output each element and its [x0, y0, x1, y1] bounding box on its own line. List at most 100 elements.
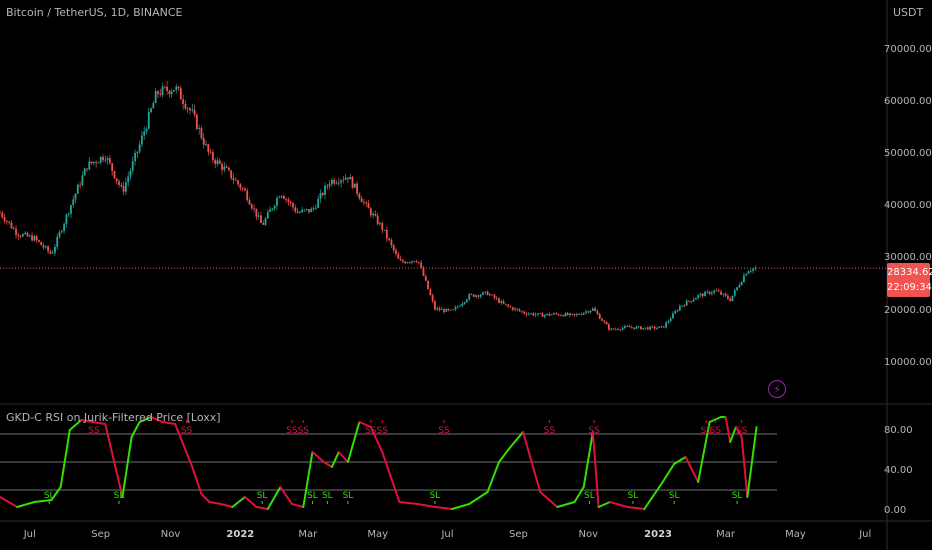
rsi-line-segment: [68, 419, 83, 431]
candle-body: [624, 326, 626, 328]
candle-body: [642, 328, 645, 330]
candle-body: [19, 236, 22, 237]
candle-body: [335, 182, 338, 184]
candle-body: [401, 260, 404, 262]
candle-body: [250, 204, 253, 209]
rsi-line-segment: [643, 481, 664, 510]
candle-body: [523, 311, 526, 314]
candle-body: [369, 208, 372, 216]
signal-tick: [311, 501, 313, 504]
candle-body: [232, 178, 235, 181]
candle-body: [694, 298, 697, 300]
candle-body: [31, 235, 33, 241]
candle-body: [35, 236, 38, 241]
time-tick-label: Jul: [859, 529, 872, 540]
candle-body: [708, 291, 711, 294]
candle-body: [372, 213, 375, 216]
candle-body: [157, 91, 159, 94]
candle-body: [736, 287, 738, 291]
candle-body: [264, 218, 267, 225]
candle-body: [351, 176, 354, 188]
candle-body: [635, 326, 638, 329]
candle-body: [518, 309, 521, 312]
candle-body: [308, 209, 310, 213]
lightning-bolt-icon[interactable]: ⚡: [768, 380, 786, 398]
candle-body: [390, 240, 393, 246]
candle-body: [468, 294, 471, 300]
signal-short-label: SS: [377, 426, 389, 436]
candle-body: [280, 195, 283, 198]
candle-body: [83, 168, 86, 176]
candle-body: [58, 232, 61, 237]
rsi-line-segment: [150, 416, 164, 423]
candle-body: [244, 188, 246, 191]
candle-body: [516, 308, 519, 310]
candle-body: [678, 306, 681, 311]
candle-body: [97, 162, 100, 164]
candle-body: [54, 246, 56, 253]
candle-body: [413, 261, 416, 262]
candle-body: [532, 313, 535, 316]
candle-body: [633, 327, 635, 329]
candle-body: [120, 184, 123, 187]
candle-body: [360, 198, 363, 203]
candle-body: [461, 303, 464, 306]
candle-body: [99, 156, 102, 163]
signal-short-label: SS: [544, 426, 556, 436]
candle-body: [56, 236, 59, 247]
candle-body: [74, 193, 77, 200]
indicator-title[interactable]: GKD-C RSI on Jurik-Filtered Price [Loxx]: [6, 411, 221, 424]
candle-body: [715, 290, 718, 292]
candle-body: [626, 326, 629, 327]
candle-body: [427, 280, 429, 290]
candle-body: [399, 258, 402, 261]
rsi-line-segment: [468, 491, 489, 505]
candle-body: [621, 327, 624, 330]
time-tick-label: Sep: [509, 529, 528, 540]
candle-body: [49, 251, 52, 254]
indicator-tick-label: 0.00: [884, 505, 907, 516]
candle-body: [88, 161, 91, 170]
signal-long-label: SL: [343, 491, 354, 501]
rsi-line-segment: [219, 503, 234, 508]
signal-short-label: SS: [710, 426, 722, 436]
signal-long-label: SL: [257, 491, 268, 501]
candle-body: [539, 313, 542, 315]
candle-body: [234, 180, 237, 181]
candle-body: [72, 199, 75, 206]
candle-body: [225, 166, 228, 168]
candle-body: [534, 314, 537, 316]
candle-body: [507, 304, 510, 307]
rsi-line-segment: [16, 501, 36, 508]
candle-body: [452, 309, 455, 311]
signal-tick: [48, 501, 50, 504]
candle-body: [303, 209, 306, 211]
candle-body: [688, 300, 690, 302]
signal-short-label: SS: [88, 426, 100, 436]
candle-body: [239, 184, 242, 189]
rsi-line-segment: [369, 426, 384, 453]
candle-body: [578, 314, 581, 315]
candle-body: [589, 310, 592, 313]
signal-long-label: SL: [114, 491, 125, 501]
candle-body: [246, 190, 249, 201]
rsi-line-segment: [661, 463, 676, 483]
rsi-line-segment: [104, 423, 124, 498]
price-tick-label: 10000.00: [884, 356, 932, 368]
candle-body: [319, 193, 322, 199]
candle-body: [640, 326, 642, 330]
candle-body: [685, 300, 688, 306]
time-tick-label: Jul: [23, 529, 36, 540]
candle-body: [269, 209, 272, 212]
candle-body: [216, 160, 219, 164]
time-tick-label: Nov: [160, 529, 181, 540]
signal-short-label: SS: [365, 426, 377, 436]
signal-tick: [291, 420, 293, 423]
candle-body: [429, 289, 432, 296]
time-tick-label: 2023: [644, 529, 673, 540]
countdown-timer: 22:09:34: [887, 282, 932, 293]
signal-tick: [118, 501, 120, 504]
candle-body: [463, 302, 466, 304]
symbol-title[interactable]: Bitcoin / TetherUS, 1D, BINANCE: [6, 6, 183, 19]
